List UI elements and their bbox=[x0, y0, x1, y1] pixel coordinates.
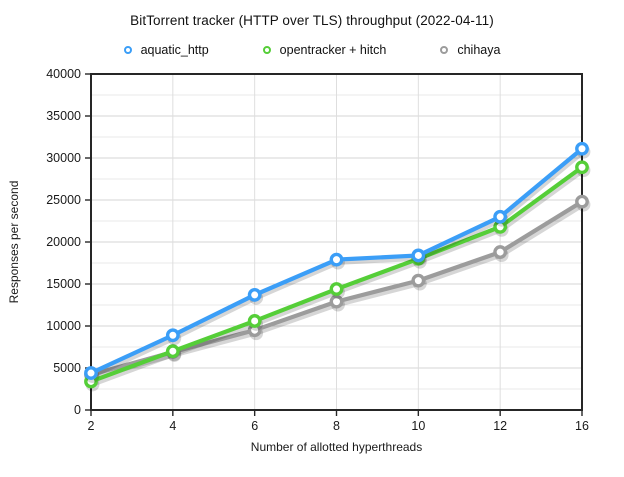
y-tick-label: 0 bbox=[74, 403, 81, 417]
legend-label: aquatic_http bbox=[140, 43, 209, 57]
legend-item-aquatic-http: aquatic_http bbox=[123, 43, 209, 57]
data-point-aquatic-http bbox=[329, 252, 344, 267]
y-tick-label: 40000 bbox=[46, 67, 81, 81]
x-tick-label: 6 bbox=[251, 419, 258, 433]
y-axis-title: Responses per second bbox=[7, 180, 21, 304]
x-tick-label: 10 bbox=[411, 419, 425, 433]
data-point-aquatic-http bbox=[411, 248, 426, 263]
legend-item-chihaya: chihaya bbox=[440, 43, 500, 57]
data-point-aquatic-http bbox=[493, 209, 508, 224]
data-point-chihaya bbox=[411, 273, 426, 288]
x-tick-label: 2 bbox=[88, 419, 95, 433]
chart-title: BitTorrent tracker (HTTP over TLS) throu… bbox=[130, 13, 494, 28]
y-tick-label: 25000 bbox=[46, 193, 81, 207]
y-tick-label: 5000 bbox=[53, 361, 81, 375]
data-point-aquatic-http bbox=[247, 288, 262, 302]
data-point-opentracker-hitch bbox=[329, 282, 344, 296]
legend-item-opentracker-hitch: opentracker + hitch bbox=[262, 43, 387, 57]
data-point-chihaya bbox=[493, 245, 508, 259]
legend-label: opentracker + hitch bbox=[279, 43, 387, 57]
data-point-aquatic-http bbox=[575, 141, 589, 156]
chart-legend: aquatic_http opentracker + hitch chihaya bbox=[0, 41, 624, 59]
y-tick-label: 30000 bbox=[46, 151, 81, 165]
y-tick-label: 15000 bbox=[46, 277, 81, 291]
data-point-opentracker-hitch bbox=[165, 344, 180, 359]
axis-box bbox=[90, 73, 583, 411]
data-point-chihaya bbox=[329, 294, 344, 309]
data-point-aquatic-http bbox=[165, 328, 180, 343]
y-tick-label: 35000 bbox=[46, 109, 81, 123]
legend-ring-icon bbox=[440, 46, 449, 54]
x-tick-label: 12 bbox=[493, 419, 507, 433]
data-point-chihaya bbox=[575, 194, 589, 209]
legend-ring-icon bbox=[262, 46, 271, 54]
x-axis-title: Number of allotted hyperthreads bbox=[250, 440, 423, 454]
x-tick-label: 16 bbox=[575, 419, 589, 433]
y-tick-label: 20000 bbox=[46, 235, 81, 249]
data-point-opentracker-hitch bbox=[575, 160, 589, 175]
legend-label: chihaya bbox=[457, 43, 501, 57]
legend-ring-icon bbox=[123, 46, 132, 54]
y-tick-label: 10000 bbox=[46, 319, 81, 333]
data-point-aquatic-http bbox=[84, 366, 98, 380]
x-tick-label: 4 bbox=[169, 419, 176, 433]
x-tick-label: 8 bbox=[333, 419, 340, 433]
data-point-opentracker-hitch bbox=[247, 314, 262, 328]
